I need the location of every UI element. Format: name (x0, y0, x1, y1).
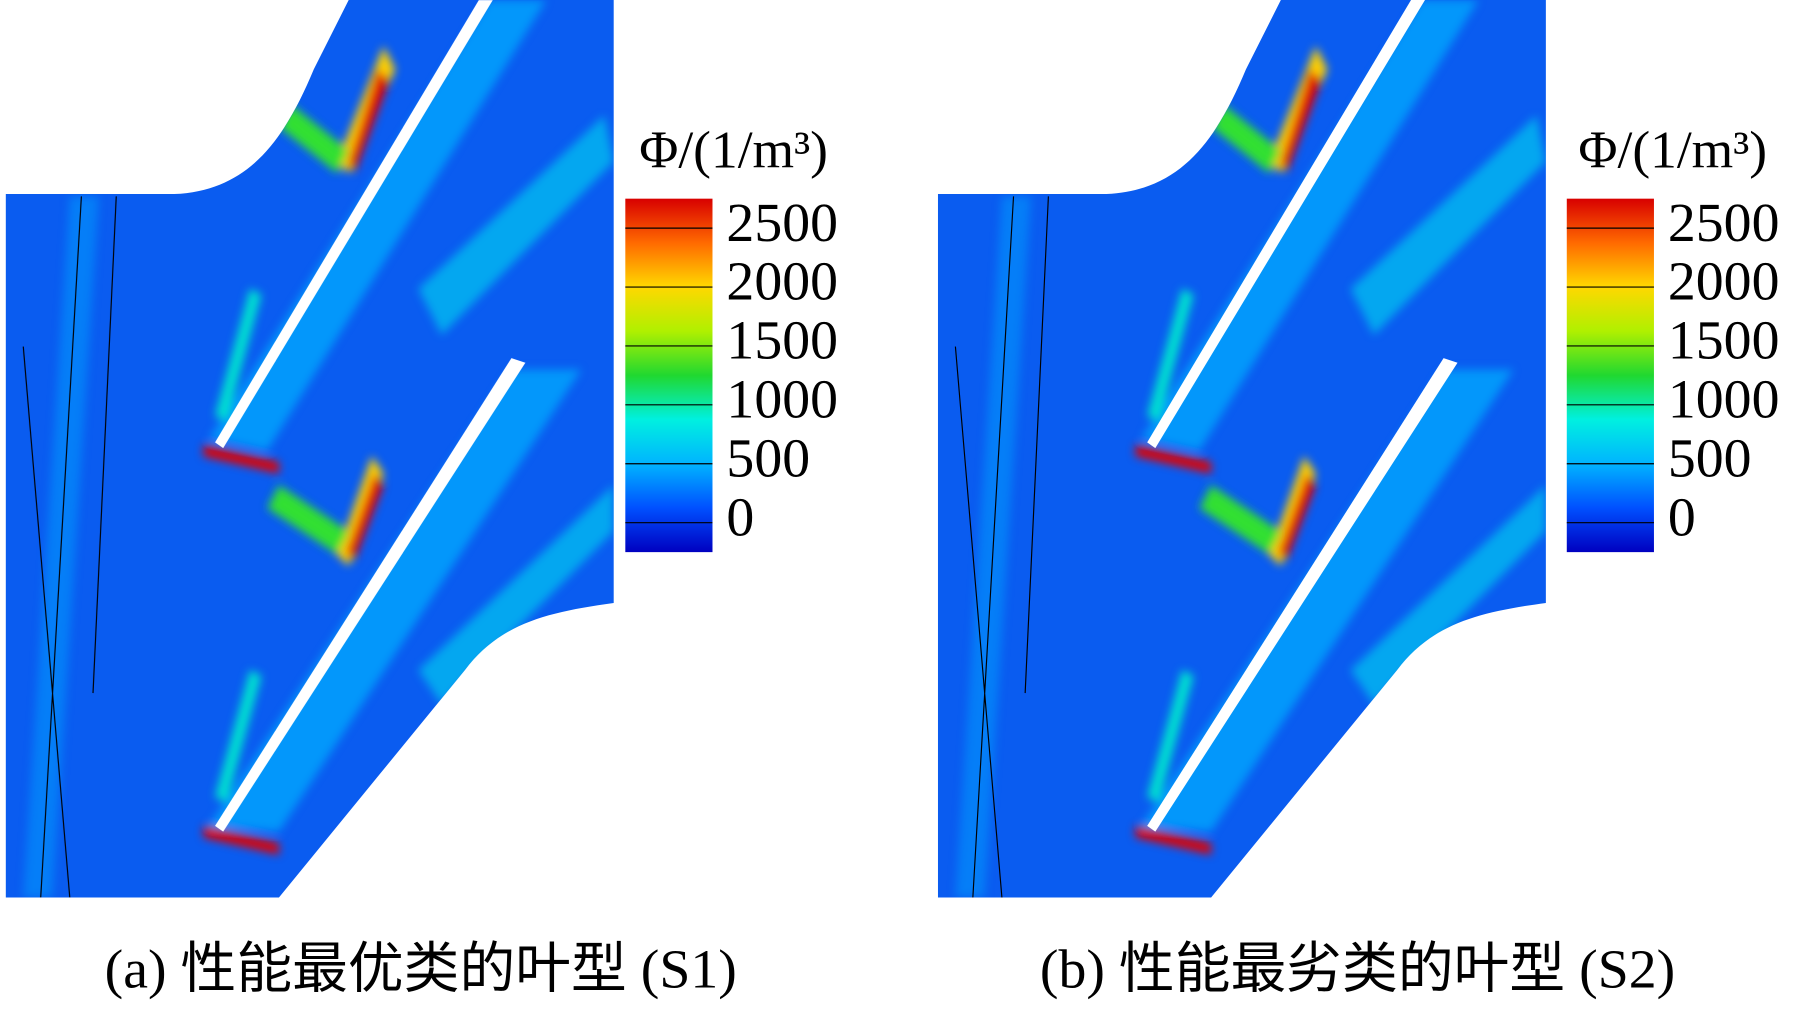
colorbar-tick-label: 2500 (1668, 192, 1780, 254)
colorbar-tick-label: 500 (1668, 428, 1752, 490)
contour-field (6, 0, 614, 897)
colorbar-tick-label: 1500 (726, 310, 838, 372)
colorbar-tick-label: 2000 (726, 251, 838, 313)
caption: (b) 性能最劣类的叶型 (S2) (1040, 939, 1675, 1001)
colorbar-tick-label: 0 (1668, 487, 1696, 549)
colorbar-tick-label: 1000 (726, 369, 838, 431)
colorbar (625, 198, 713, 553)
colorbar-tick-label: 500 (726, 428, 810, 490)
colorbar-tick-label: 2500 (726, 192, 838, 254)
colorbar-tick-label: 1500 (1668, 310, 1780, 372)
contour-field (938, 0, 1546, 897)
colorbar-tick-label: 0 (726, 487, 754, 549)
colorbar-tick-label: 1000 (1668, 369, 1780, 431)
colorbar (1566, 198, 1654, 553)
colorbar-title: Φ/(1/m³) (639, 121, 828, 180)
colorbar-tick-label: 2000 (1668, 251, 1780, 313)
caption: (a) 性能最优类的叶型 (S1) (105, 939, 737, 1001)
colorbar-title: Φ/(1/m³) (1578, 121, 1767, 180)
